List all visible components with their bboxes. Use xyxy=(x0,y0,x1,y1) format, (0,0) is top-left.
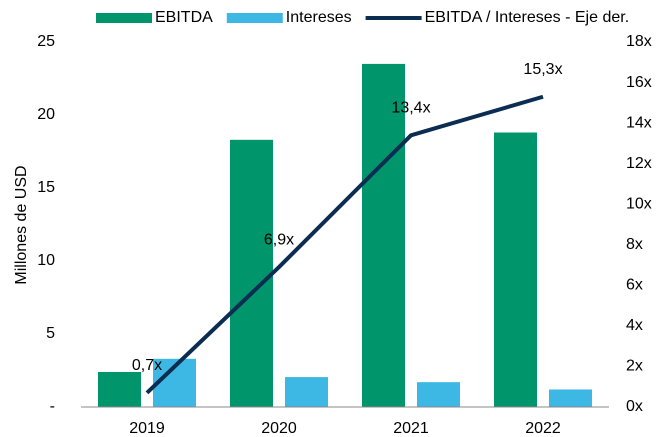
y2-tick-label: 4x xyxy=(626,317,643,334)
y2-tick-label: 16x xyxy=(626,74,652,91)
x-tick-label: 2022 xyxy=(525,420,561,437)
y2-tick-label: 6x xyxy=(626,277,643,294)
data-label: 0,7x xyxy=(132,357,162,374)
x-tick-label: 2019 xyxy=(129,420,165,437)
y2-tick-label: 14x xyxy=(626,114,652,131)
bar xyxy=(98,371,141,407)
y-axis-label: Millones de USD xyxy=(13,165,30,284)
bar xyxy=(285,377,328,407)
bar xyxy=(362,63,405,408)
y2-tick-label: 10x xyxy=(626,195,652,212)
y2-tick-label: 18x xyxy=(626,33,652,50)
y2-tick-label: 8x xyxy=(626,236,643,253)
data-label: 13,4x xyxy=(391,99,430,116)
y-tick-label: 15 xyxy=(37,179,55,196)
bar xyxy=(417,382,460,407)
legend-label: Intereses xyxy=(286,9,352,26)
y-tick-label: 10 xyxy=(37,252,55,269)
legend-swatch xyxy=(226,13,283,23)
bar xyxy=(549,389,592,407)
bar xyxy=(494,132,537,407)
y-tick-label: - xyxy=(50,398,55,415)
legend-swatch xyxy=(96,13,152,23)
legend-label: EBITDA xyxy=(155,9,213,26)
legend-label: EBITDA / Intereses - Eje der. xyxy=(425,9,630,26)
line xyxy=(145,94,544,395)
bar xyxy=(230,139,273,407)
y-tick-label: 20 xyxy=(37,106,55,123)
y2-tick-label: 12x xyxy=(626,155,652,172)
x-tick-label: 2020 xyxy=(261,420,297,437)
y-tick-label: 25 xyxy=(37,33,55,50)
data-label: 6,9x xyxy=(264,231,294,248)
y2-tick-label: 2x xyxy=(626,358,643,375)
data-label: 15,3x xyxy=(523,61,562,78)
y-tick-label: 5 xyxy=(46,325,55,342)
y2-tick-label: 0x xyxy=(626,398,643,415)
x-tick-label: 2021 xyxy=(393,420,429,437)
